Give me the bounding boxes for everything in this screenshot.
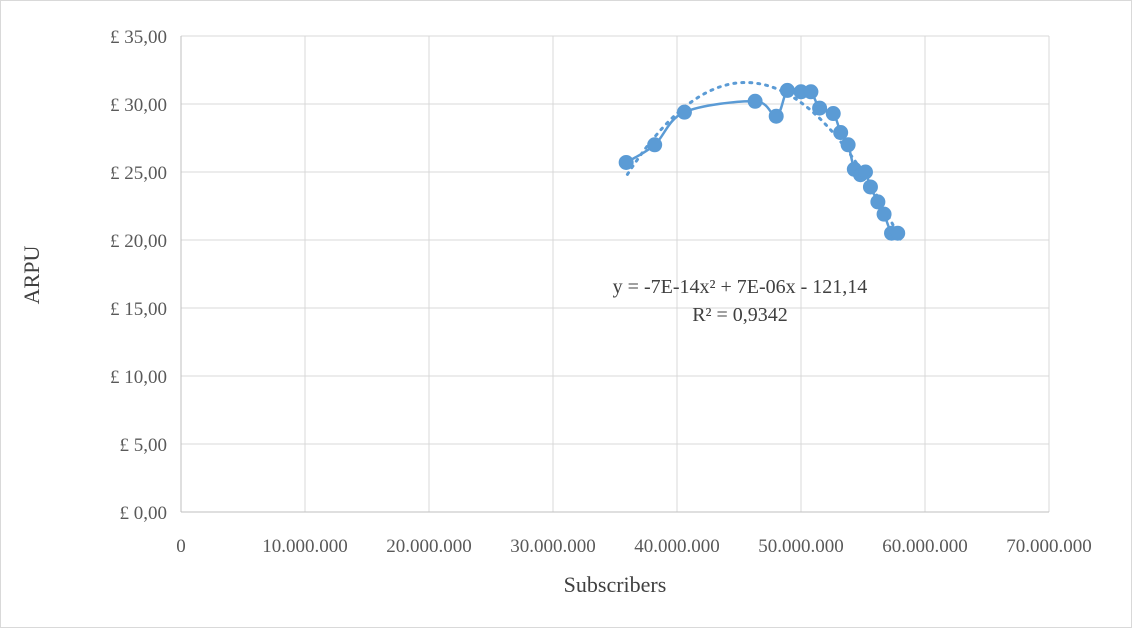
data-point xyxy=(870,194,886,210)
data-point xyxy=(812,100,828,116)
data-point xyxy=(803,84,819,100)
data-point xyxy=(840,137,856,153)
x-axis-title: Subscribers xyxy=(564,572,667,597)
y-tick-label: £ 0,00 xyxy=(120,503,168,524)
data-point xyxy=(825,106,841,122)
axes xyxy=(180,36,1049,513)
trendline-equation: y = -7E-14x² + 7E-06x - 121,14 xyxy=(613,276,868,298)
trendline xyxy=(625,80,902,241)
x-tick-label: 60.000.000 xyxy=(882,536,968,557)
y-tick-label: £ 20,00 xyxy=(110,231,167,252)
tick-labels: £ 0,00 £ 5,00 £ 10,00 £ 15,00 £ 20,00 £ 25,00… xyxy=(110,27,1092,557)
data-point xyxy=(676,104,692,120)
y-tick-label: £ 25,00 xyxy=(110,163,167,184)
y-tick-label: £ 35,00 xyxy=(110,27,167,48)
y-tick-label: £ 30,00 xyxy=(110,95,167,116)
data-point xyxy=(647,137,663,153)
data-point xyxy=(779,82,795,98)
y-tick-label: £ 15,00 xyxy=(110,299,167,320)
x-tick-label: 50.000.000 xyxy=(758,536,844,557)
x-tick-label: 10.000.000 xyxy=(262,536,348,557)
x-tick-label: 40.000.000 xyxy=(634,536,720,557)
data-point xyxy=(857,164,873,180)
x-tick-label: 70.000.000 xyxy=(1006,536,1092,557)
data-point xyxy=(862,179,878,195)
trendline-r-squared: R² = 0,9342 xyxy=(692,304,788,326)
data-point xyxy=(890,225,906,241)
data-point xyxy=(768,108,784,124)
gridlines xyxy=(181,35,1050,512)
series-layer xyxy=(618,82,906,241)
y-tick-label: £ 10,00 xyxy=(110,367,167,388)
data-point xyxy=(833,125,849,141)
x-tick-label: 0 xyxy=(176,536,186,557)
data-point xyxy=(618,154,634,170)
x-tick-label: 30.000.000 xyxy=(510,536,596,557)
y-tick-label: £ 5,00 xyxy=(120,435,168,456)
data-point xyxy=(747,93,763,109)
trendline-layer xyxy=(625,80,902,241)
x-tick-label: 20.000.000 xyxy=(386,536,472,557)
data-point xyxy=(876,206,892,222)
y-axis-title: ARPU xyxy=(19,246,44,305)
